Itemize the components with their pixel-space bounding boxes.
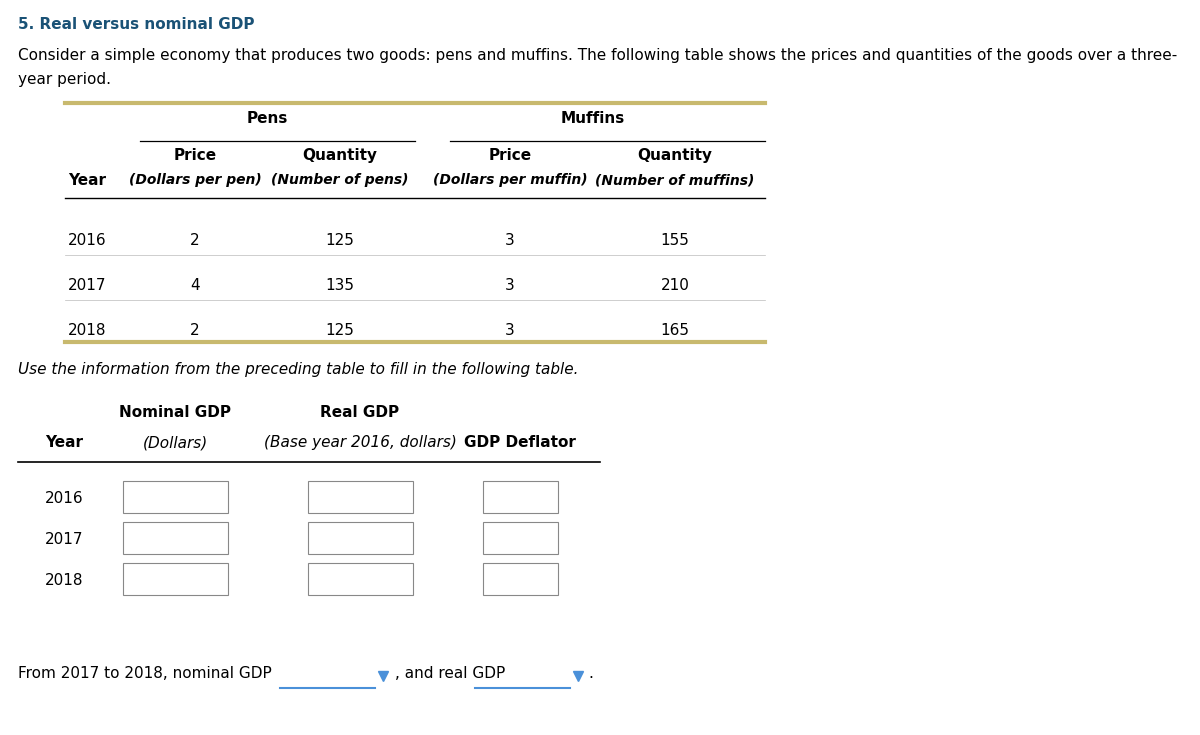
Text: 2018: 2018: [46, 573, 84, 588]
Text: 3: 3: [505, 278, 515, 293]
Text: 2: 2: [190, 233, 200, 248]
Text: 4: 4: [190, 278, 200, 293]
Text: Pens: Pens: [247, 111, 288, 126]
Text: 135: 135: [325, 278, 354, 293]
Bar: [122, 522, 228, 554]
Text: 3: 3: [505, 323, 515, 338]
Text: Year: Year: [68, 173, 106, 188]
Text: 2018: 2018: [68, 323, 107, 338]
Text: (Dollars): (Dollars): [143, 435, 208, 450]
Text: 2: 2: [190, 323, 200, 338]
Text: (Dollars per pen): (Dollars per pen): [128, 173, 262, 187]
Text: 2016: 2016: [68, 233, 107, 248]
Text: 210: 210: [660, 278, 690, 293]
Text: Muffins: Muffins: [560, 111, 625, 126]
Text: 155: 155: [660, 233, 690, 248]
Text: Quantity: Quantity: [637, 148, 713, 163]
Text: Year: Year: [46, 435, 83, 450]
Text: 2016: 2016: [46, 491, 84, 506]
Text: .: .: [588, 667, 593, 681]
Bar: [482, 563, 558, 595]
Bar: [307, 522, 413, 554]
Text: 125: 125: [325, 233, 354, 248]
Text: (Base year 2016, dollars): (Base year 2016, dollars): [264, 435, 456, 450]
Text: Use the information from the preceding table to fill in the following table.: Use the information from the preceding t…: [18, 362, 578, 377]
Text: 2017: 2017: [68, 278, 107, 293]
Bar: [307, 563, 413, 595]
Text: 125: 125: [325, 323, 354, 338]
Text: Consider a simple economy that produces two goods: pens and muffins. The followi: Consider a simple economy that produces …: [18, 48, 1177, 63]
Text: (Number of pens): (Number of pens): [271, 173, 409, 187]
Text: Real GDP: Real GDP: [320, 405, 400, 420]
Text: From 2017 to 2018, nominal GDP: From 2017 to 2018, nominal GDP: [18, 667, 271, 681]
Text: Nominal GDP: Nominal GDP: [119, 405, 230, 420]
Bar: [122, 563, 228, 595]
Text: Price: Price: [174, 148, 216, 163]
Bar: [307, 481, 413, 513]
Text: Price: Price: [488, 148, 532, 163]
Text: 3: 3: [505, 233, 515, 248]
Text: Quantity: Quantity: [302, 148, 378, 163]
Text: GDP Deflator: GDP Deflator: [464, 435, 576, 450]
Text: year period.: year period.: [18, 72, 112, 87]
Text: 165: 165: [660, 323, 690, 338]
Text: , and real GDP: , and real GDP: [395, 667, 505, 681]
Text: (Dollars per muffin): (Dollars per muffin): [433, 173, 587, 187]
Text: 2017: 2017: [46, 532, 84, 547]
Bar: [122, 481, 228, 513]
Bar: [482, 481, 558, 513]
Text: (Number of muffins): (Number of muffins): [595, 173, 755, 187]
Text: 5. Real versus nominal GDP: 5. Real versus nominal GDP: [18, 17, 254, 32]
Bar: [482, 522, 558, 554]
